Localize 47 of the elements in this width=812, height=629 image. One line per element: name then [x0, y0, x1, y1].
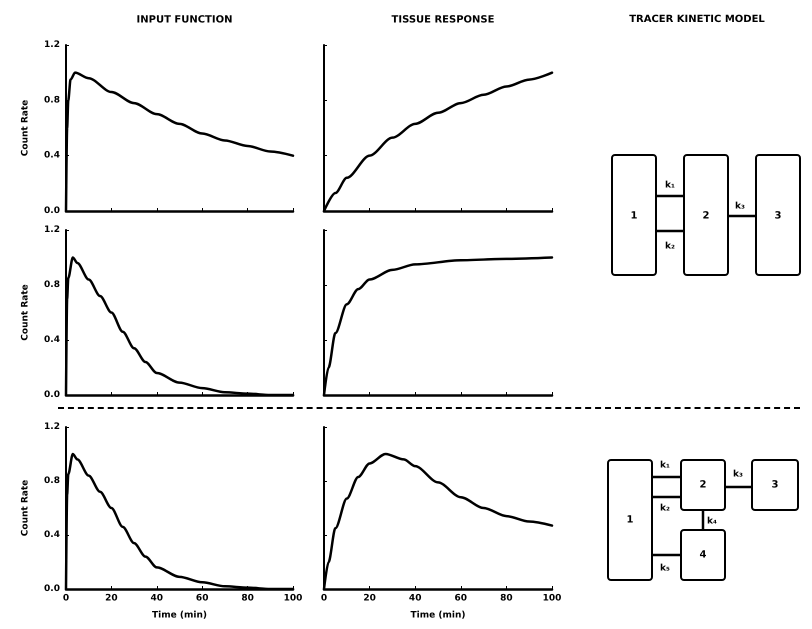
y-tick-label: 1.2	[44, 40, 60, 50]
y-tick-label: 0.0	[44, 584, 60, 594]
text: k₃	[733, 469, 744, 480]
text: 3	[774, 210, 782, 222]
chart-title: TISSUE RESPONSE	[392, 14, 495, 26]
text: k₅	[660, 563, 670, 574]
y-tick-label: 0.4	[44, 150, 60, 161]
y-tick-label: 0.0	[44, 206, 60, 216]
y-axis-title: Count Rate	[20, 480, 30, 536]
text: k₁	[665, 180, 676, 190]
x-tick-label: 20	[363, 594, 376, 604]
text: 1	[630, 210, 638, 222]
chart-title: INPUT FUNCTION	[136, 14, 232, 26]
y-axis-title: Count Rate	[20, 284, 30, 341]
y-tick-label: 0.0	[44, 390, 60, 400]
y-axis-title: Count Rate	[20, 100, 30, 156]
y-tick-label: 1.2	[44, 422, 60, 432]
text: k₄	[707, 516, 718, 526]
x-tick-label: 100	[284, 594, 302, 604]
x-tick-label: 40	[150, 594, 164, 604]
text: k₃	[735, 201, 746, 212]
text: 2	[702, 210, 710, 222]
y-tick-label: 0.4	[44, 530, 60, 540]
text: 4	[700, 550, 707, 561]
text: 3	[772, 480, 779, 491]
y-tick-label: 0.8	[44, 476, 60, 486]
x-tick-label: 60	[454, 594, 468, 604]
text: k₂	[665, 241, 676, 252]
text: TRACER KINETIC MODEL	[629, 14, 766, 25]
x-tick-label: 40	[408, 594, 422, 604]
x-tick-label: 20	[105, 594, 118, 604]
x-tick-label: 0	[62, 594, 70, 604]
text: k₂	[660, 503, 670, 514]
x-tick-label: 80	[500, 594, 513, 604]
y-tick-label: 0.8	[44, 95, 60, 106]
y-tick-label: 1.2	[44, 225, 60, 235]
x-axis-title: Time (min)	[152, 610, 207, 620]
text: k₁	[660, 460, 670, 470]
x-axis-title: Time (min)	[410, 610, 466, 620]
y-tick-label: 0.4	[44, 335, 60, 345]
y-tick-label: 0.8	[44, 280, 60, 290]
text: 1	[626, 514, 634, 526]
text: 2	[700, 480, 707, 491]
x-tick-label: 80	[241, 594, 254, 604]
x-tick-label: 60	[196, 594, 208, 604]
x-tick-label: 100	[542, 594, 562, 604]
x-tick-label: 0	[320, 594, 328, 604]
